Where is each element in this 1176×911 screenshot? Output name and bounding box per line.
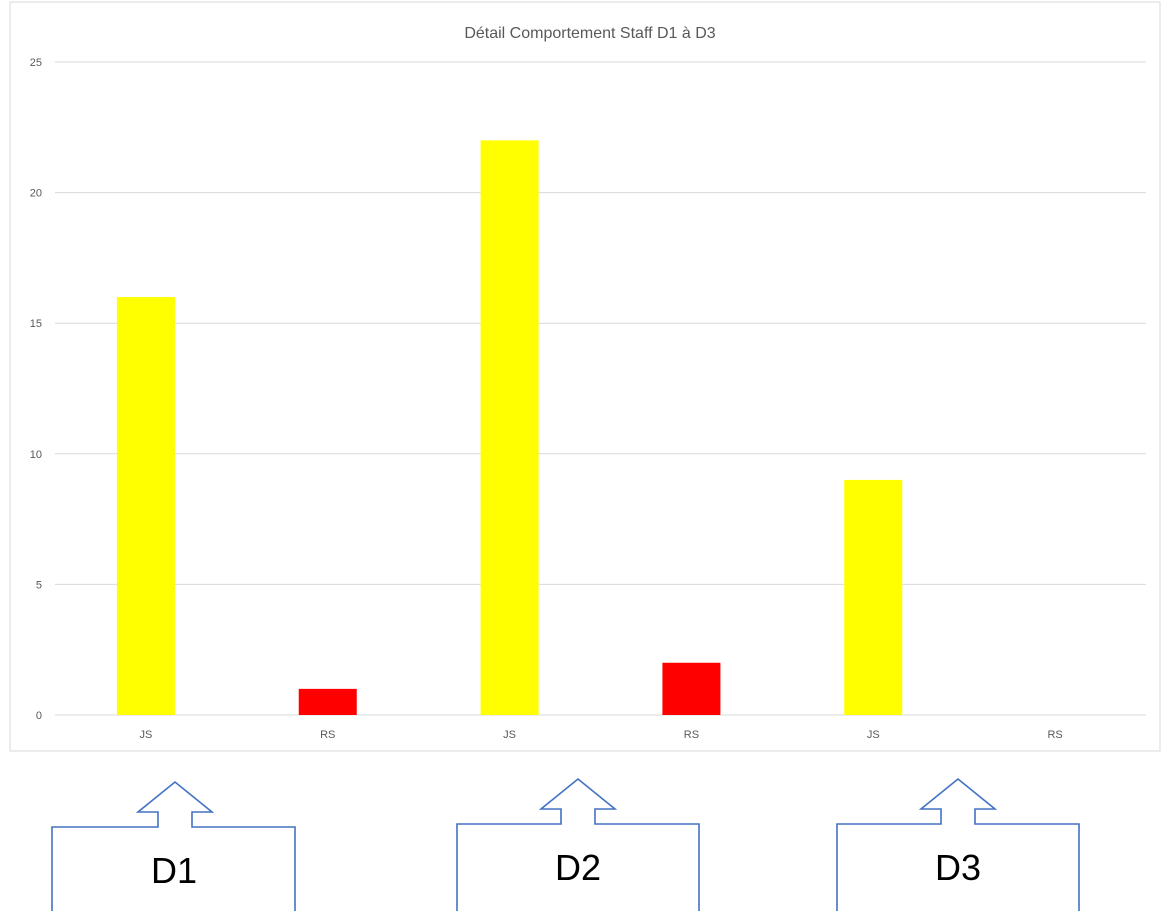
callout-d1: D1 [51, 780, 296, 911]
bar-js-1 [116, 297, 175, 715]
callout-d1-label: D1 [151, 850, 197, 891]
chart-frame [9, 1, 1161, 752]
y-tick-label: 5 [36, 579, 42, 591]
y-tick-label: 10 [30, 449, 42, 461]
bars [116, 140, 903, 716]
bar-rs-2 [298, 688, 357, 715]
y-tick-label: 0 [36, 710, 42, 722]
callout-d3-label: D3 [935, 847, 981, 888]
x-tick-label: RS [684, 729, 699, 741]
x-tick-label: JS [867, 729, 880, 741]
callout-d3-arrow-shape [836, 777, 1080, 911]
chart-title: Détail Comportement Staff D1 à D3 [464, 25, 715, 42]
x-tick-label: JS [503, 729, 516, 741]
x-tick-label: JS [139, 729, 152, 741]
bar-js-5 [844, 479, 903, 715]
gridlines [55, 61, 1146, 716]
y-axis-ticks: 0 5 10 15 20 25 [30, 57, 42, 722]
x-tick-label: RS [1047, 729, 1062, 741]
callout-d1-arrow-shape [51, 780, 296, 911]
callout-d2-label: D2 [555, 847, 601, 888]
y-tick-label: 20 [30, 188, 42, 200]
callout-d2-arrow-shape [456, 777, 700, 911]
bar-rs-4 [662, 662, 721, 715]
callout-d2: D2 [456, 777, 700, 911]
bar-js-3 [480, 140, 539, 716]
callout-d3: D3 [836, 777, 1080, 911]
x-axis-ticks: JS RS JS RS JS RS [139, 729, 1062, 741]
y-tick-label: 15 [30, 318, 42, 330]
y-tick-label: 25 [30, 57, 42, 69]
x-tick-label: RS [320, 729, 335, 741]
